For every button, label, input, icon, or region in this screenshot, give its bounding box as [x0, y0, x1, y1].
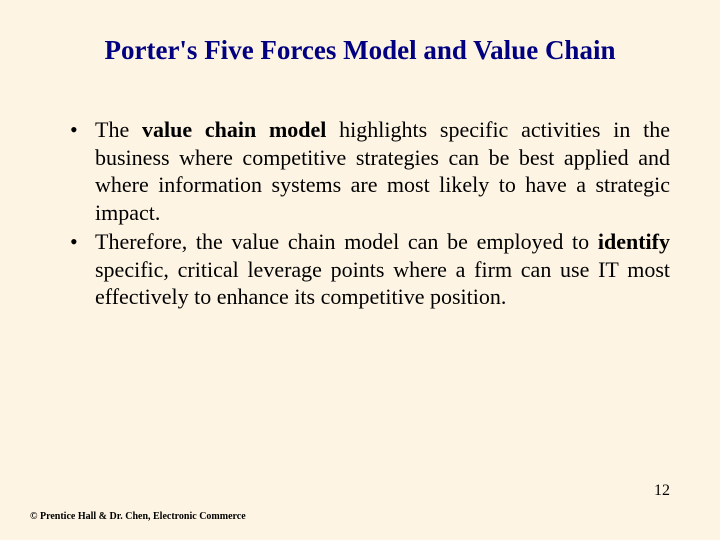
bullet-2: Therefore, the value chain model can be … [70, 228, 670, 311]
bullet-2-pre: Therefore, the value chain model can be … [95, 229, 598, 254]
slide-container: Porter's Five Forces Model and Value Cha… [0, 0, 720, 540]
bullet-1: The value chain model highlights specifi… [70, 116, 670, 226]
bullet-2-post: specific, critical leverage points where… [95, 257, 670, 310]
footer-text: © Prentice Hall & Dr. Chen, Electronic C… [30, 511, 246, 522]
bullet-2-bold: identify [598, 229, 670, 254]
bullet-1-bold: value chain model [142, 117, 326, 142]
slide-title: Porter's Five Forces Model and Value Cha… [50, 35, 670, 66]
page-number: 12 [654, 482, 670, 500]
bullet-1-pre: The [95, 117, 142, 142]
slide-body: The value chain model highlights specifi… [50, 116, 670, 311]
